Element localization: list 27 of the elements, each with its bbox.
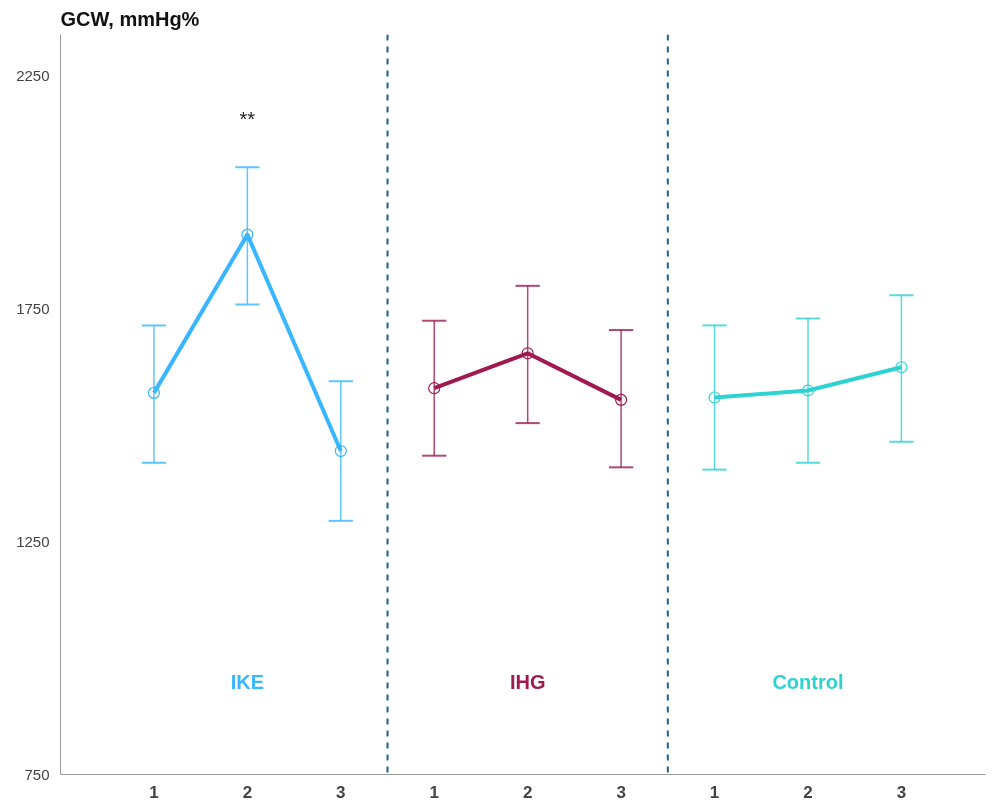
x-tick-label: 3: [616, 782, 626, 802]
y-tick-label: 1250: [16, 532, 50, 550]
x-tick-label: 1: [429, 782, 439, 802]
x-tick-label: 2: [522, 782, 533, 802]
point: [241, 228, 254, 241]
x-tick-label: 3: [336, 782, 346, 802]
point: [147, 386, 161, 399]
text: IHG: [509, 671, 546, 694]
y-tick-label: 750: [24, 765, 50, 783]
y-tick-label: 2250: [16, 67, 50, 85]
text: Control: [772, 671, 844, 694]
y-tick-label: 1750: [16, 300, 50, 318]
x-tick-label: 2: [242, 782, 253, 802]
point: [521, 347, 534, 360]
chart-title: GCW, mmHg%: [60, 7, 200, 30]
point: [801, 384, 815, 397]
point: [895, 361, 908, 374]
x-tick-label: 3: [896, 782, 907, 802]
point: [428, 382, 441, 395]
x-tick-label: 1: [709, 782, 720, 802]
point: [708, 391, 721, 404]
x-tick-label: 2: [803, 782, 813, 802]
point: [334, 444, 347, 458]
point: [615, 393, 628, 406]
annotation: **: [239, 108, 256, 131]
x-tick-label: 1: [149, 782, 159, 802]
text: IKE: [230, 671, 265, 694]
